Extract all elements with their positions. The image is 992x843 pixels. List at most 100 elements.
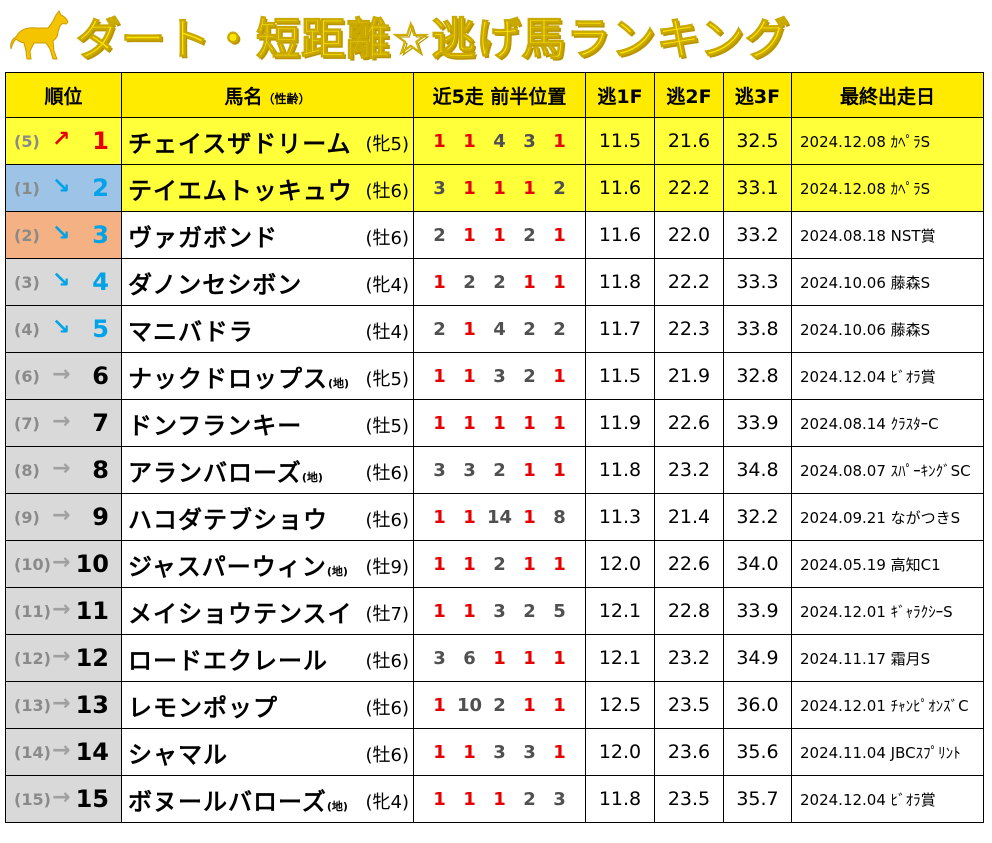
horse-name-cell: アランバローズ(地) (牡6) [121,446,414,494]
previous-rank: (13) [14,696,51,715]
horse-icon [10,10,69,60]
horse-name: ジャスパーウィン [128,552,327,581]
rank-cell: (2) ↘ 3 [5,211,122,259]
horse-name: レモンポップ [128,693,278,722]
f1-value: 12.1 [585,634,655,682]
last-race: 2024.12.04 ﾋﾞｵﾗ賞 [791,775,984,823]
position-value: 1 [553,224,566,246]
f1-value: 11.8 [585,258,655,306]
f2-value: 23.6 [654,728,724,776]
last-race: 2024.08.18 NST賞 [791,211,984,259]
rank-number: 8 [92,456,109,484]
f2-value: 22.6 [654,399,724,447]
f3-value: 32.5 [723,117,792,165]
position-value: 2 [433,318,446,340]
position-value: 2 [553,177,566,199]
position-value: 2 [493,459,506,481]
position-value: 2 [523,788,536,810]
rank-number: 12 [75,644,109,672]
horse-name: ロードエクレール [128,646,328,675]
rank-number: 2 [92,174,109,202]
sex-age: (牝4) [365,792,410,813]
position-value: 3 [553,788,566,810]
header-positions: 近5走 前半位置 [413,72,586,118]
position-value: 1 [463,412,476,434]
previous-rank: (9) [14,508,40,527]
trend-stay-icon: → [52,597,71,622]
f2-value: 22.8 [654,587,724,635]
f1-value: 12.0 [585,540,655,588]
rank-cell: (15) → 15 [5,775,122,823]
f1-value: 11.3 [585,493,655,541]
rank-number: 14 [75,738,109,766]
trend-stay-icon: → [52,691,71,716]
position-value: 1 [433,365,446,387]
trend-stay-icon: → [52,362,71,387]
table-row: (9) → 9 ハコダテブショウ (牡6) 1 1 14 1 8 11.3 21.4 3… [5,493,984,541]
previous-rank: (8) [14,461,40,480]
position-value: 2 [493,694,506,716]
position-value: 1 [523,506,536,528]
trend-stay-icon: → [52,503,71,528]
trend-down-icon: ↘ [52,174,71,199]
position-value: 1 [433,506,446,528]
f3-value: 35.7 [723,775,792,823]
trend-stay-icon: → [52,738,71,763]
rank-cell: (3) ↘ 4 [5,258,122,306]
ranking-table: 順位 馬名（性齢） 近5走 前半位置 逃1F 逃2F 逃3F 最終出走日 (5)… [5,72,984,823]
last-race: 2024.12.04 ﾋﾞｵﾗ賞 [791,352,984,400]
last-race: 2024.09.21 ながつきS [791,493,984,541]
horse-name: テイエムトッキュウ [128,176,353,205]
page-title: ダート・短距離☆逃げ馬ランキング [75,14,791,66]
last-race: 2024.11.04 JBCｽﾌﾟﾘﾝﾄ [791,728,984,776]
position-value: 1 [493,224,506,246]
position-value: 2 [523,365,536,387]
f3-value: 33.9 [723,587,792,635]
horse-name-cell: マニバドラ (牡4) [121,305,414,353]
position-value: 1 [553,459,566,481]
trend-stay-icon: → [52,644,71,669]
previous-rank: (10) [14,555,51,574]
position-value: 1 [553,553,566,575]
position-value: 2 [493,271,506,293]
position-value: 1 [433,130,446,152]
horse-name: シャマル [128,740,228,769]
local-marker: (地) [301,470,323,484]
f3-value: 34.8 [723,446,792,494]
rank-number: 6 [92,362,109,390]
last-race: 2024.11.17 霜月S [791,634,984,682]
rank-cell: (14) → 14 [5,728,122,776]
previous-rank: (4) [14,320,40,339]
rank-cell: (10) → 10 [5,540,122,588]
rank-number: 15 [75,785,109,813]
f2-value: 23.5 [654,775,724,823]
sex-age: (牡6) [365,228,410,249]
f3-value: 35.6 [723,728,792,776]
position-value: 2 [433,224,446,246]
position-value: 10 [456,694,483,716]
f3-value: 36.0 [723,681,792,729]
rank-number: 7 [92,409,109,437]
position-value: 1 [553,694,566,716]
rank-number: 5 [92,315,109,343]
position-value: 1 [523,271,536,293]
f3-value: 33.1 [723,164,792,212]
rank-number: 10 [75,550,109,578]
horse-name: ハコダテブショウ [128,505,328,534]
f1-value: 12.1 [585,587,655,635]
horse-name-cell: レモンポップ (牡6) [121,681,414,729]
trend-down-icon: ↘ [52,268,71,293]
sex-age: (牡6) [365,463,410,484]
horse-name-cell: ナックドロップス(地) (牝5) [121,352,414,400]
title-bar: ダート・短距離☆逃げ馬ランキング [10,4,985,66]
position-value: 3 [493,741,506,763]
rank-number: 13 [75,691,109,719]
last-race: 2024.12.01 ｷﾞｬﾗｸｼｰS [791,587,984,635]
previous-rank: (3) [14,273,40,292]
